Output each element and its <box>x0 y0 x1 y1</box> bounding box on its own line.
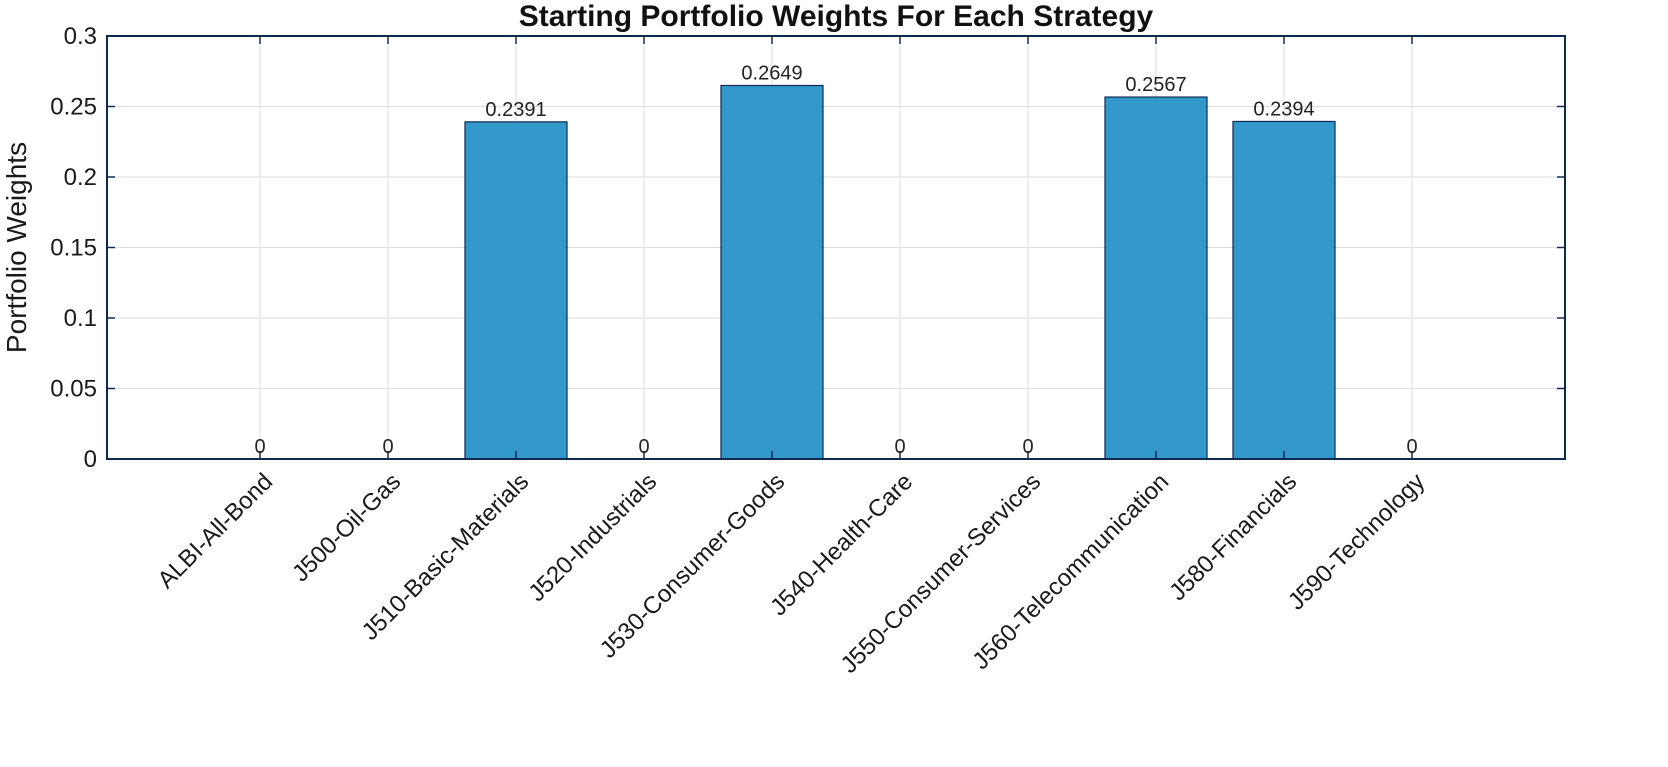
bars <box>464 84 1336 460</box>
bar <box>720 84 824 460</box>
data-label: 0 <box>1022 436 1033 458</box>
x-tick-label: J540-Health-Care <box>765 468 918 621</box>
data-labels: 0 0 0.2391 0 0.2649 0 0 0.2567 0.2394 0 <box>254 62 1417 458</box>
data-label: 0 <box>1406 436 1417 458</box>
chart-title: Starting Portfolio Weights For Each Stra… <box>519 0 1154 33</box>
axis-ticks <box>107 35 1565 460</box>
x-tick-label: J500-Oil-Gas <box>287 468 406 587</box>
x-tick-label: J520-Industrials <box>523 468 662 607</box>
x-tick-label: J590-Technology <box>1283 468 1430 615</box>
y-tick-label: 0.1 <box>64 305 97 332</box>
x-tick-labels: ALBI-All-Bond J500-Oil-GasJ510-Basic-Mate… <box>153 468 1431 679</box>
bar <box>464 121 568 460</box>
bar <box>1104 96 1208 460</box>
data-label: 0.2649 <box>741 62 802 84</box>
data-label: 0.2394 <box>1253 98 1314 120</box>
data-label: 0 <box>254 436 265 458</box>
y-tick-labels: 0 0.05 0.1 0.15 0.2 0.25 0.3 <box>50 23 97 473</box>
grid-lines <box>107 36 1565 459</box>
y-tick-label: 0.3 <box>64 23 97 50</box>
y-tick-label: 0.2 <box>64 164 97 191</box>
x-tick-label: J580-Financials <box>1164 468 1302 606</box>
data-label: 0.2567 <box>1125 74 1186 96</box>
bar <box>1232 120 1336 460</box>
y-tick-label: 0 <box>84 446 97 473</box>
y-tick-label: 0.05 <box>50 376 97 403</box>
x-tick-label: ALBI-All-Bond <box>153 468 279 594</box>
data-label: 0 <box>638 436 649 458</box>
data-label: 0 <box>894 436 905 458</box>
y-tick-label: 0.25 <box>50 94 97 121</box>
data-label: 0 <box>382 436 393 458</box>
y-tick-label: 0.15 <box>50 235 97 262</box>
data-label: 0.2391 <box>485 99 546 121</box>
y-axis-label: Portfolio Weights <box>1 142 32 353</box>
